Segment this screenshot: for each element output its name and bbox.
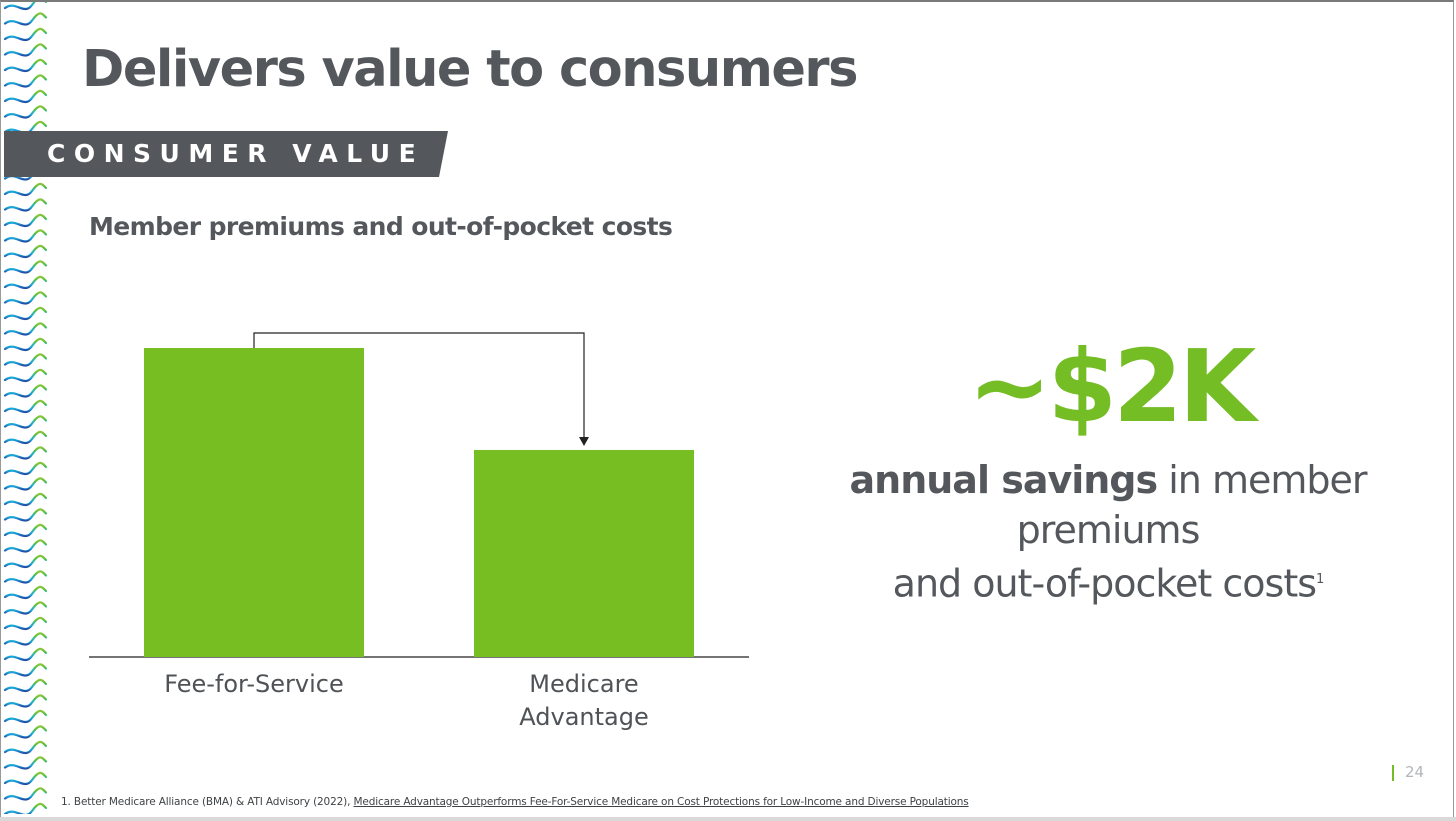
bottom-edge [0,817,1456,821]
wave-line [3,198,48,212]
category-label-line: Medicare [529,670,639,698]
wave-line [3,632,48,646]
wave-line [3,802,48,814]
wave-line [3,12,48,26]
wave-line [3,787,48,801]
wave-line [3,430,48,445]
footnote-prefix: 1. Better Medicare Alliance (BMA) & ATI … [61,796,354,808]
wave-line [3,120,48,135]
wave-line [3,477,48,491]
wave-line [3,539,48,553]
wave-line [3,508,48,522]
wave-line [3,229,48,243]
category-label-medicare-advantage: Medicare Advantage [454,668,714,734]
wave-line [3,756,48,770]
wave-line [3,523,48,538]
wave-line [3,182,48,197]
wave-line [3,771,48,786]
wave-line [3,616,48,631]
decorative-wave-strip [3,2,48,814]
wave-line [3,694,48,708]
wave-line [3,570,48,584]
wave-line [3,244,48,259]
category-label-line: Advantage [519,703,649,731]
savings-description: annual savings in member premiums and ou… [760,455,1456,609]
wave-line [3,353,48,367]
wave-line [3,74,48,88]
wave-line [3,554,48,569]
wave-line [3,678,48,693]
wave-line [3,306,48,321]
footnote: 1. Better Medicare Alliance (BMA) & ATI … [61,796,969,808]
wave-line [3,368,48,383]
wave-line [3,2,48,11]
wave-line [3,89,48,104]
wave-line [3,415,48,429]
slide-title: Delivers value to consumers [82,40,858,99]
wave-line [3,399,48,414]
wave-line [3,740,48,755]
wave-line [3,260,48,274]
wave-line [3,58,48,73]
wave-line [3,27,48,42]
savings-text-line2: and out-of-pocket costs [892,561,1317,606]
footnote-source-link[interactable]: Medicare Advantage Outperforms Fee-For-S… [353,796,969,808]
footnote-ref: 1 [1316,572,1324,587]
category-label-line: Fee-for-Service [164,670,344,698]
chart-title: Member premiums and out-of-pocket costs [89,212,673,241]
savings-value: ~$2K [967,328,1256,445]
wave-line [3,43,48,57]
wave-line [3,492,48,507]
wave-line [3,337,48,352]
wave-line [3,601,48,615]
wave-line [3,725,48,739]
wave-line [3,585,48,600]
wave-line [3,461,48,476]
wave-line [3,275,48,290]
wave-line [3,663,48,677]
wave-line [3,446,48,460]
wave-line [3,291,48,305]
wave-line [3,384,48,398]
savings-bold-text: annual savings [849,458,1159,502]
wave-line [3,647,48,662]
section-banner-bg [4,131,448,177]
wave-line [3,322,48,336]
page-number-bar [1392,765,1394,781]
wave-line [3,105,48,119]
category-label-fee-for-service: Fee-for-Service [124,668,384,701]
section-banner-label: CONSUMER VALUE [47,139,425,168]
wave-line [3,213,48,228]
wave-line [3,709,48,724]
page-number: 24 [1405,763,1425,781]
savings-text-line1: in member premiums [1016,458,1368,552]
